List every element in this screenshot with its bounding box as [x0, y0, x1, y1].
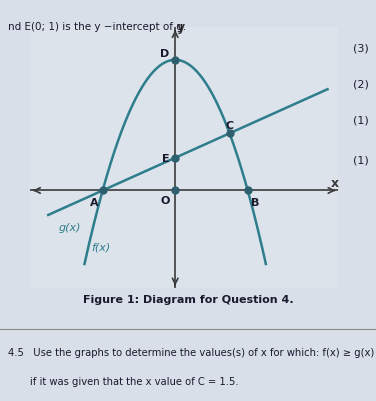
Text: (2): (2) — [353, 79, 369, 89]
Text: g(x): g(x) — [59, 222, 82, 232]
Text: (1): (1) — [353, 115, 369, 125]
Text: (3): (3) — [353, 43, 369, 53]
Text: x: x — [331, 176, 339, 189]
Text: Figure 1: Diagram for Question 4.: Figure 1: Diagram for Question 4. — [83, 295, 293, 305]
Text: E: E — [162, 154, 170, 163]
Text: B: B — [251, 198, 260, 207]
Text: if it was given that the x value of C = 1.5.: if it was given that the x value of C = … — [8, 376, 238, 386]
Text: C: C — [225, 121, 233, 131]
Text: nd E(0; 1) is the y −intercept of g.: nd E(0; 1) is the y −intercept of g. — [8, 22, 186, 32]
Text: 4.5   Use the graphs to determine the values(s) of x for which: f(x) ≥ g(x): 4.5 Use the graphs to determine the valu… — [8, 347, 374, 357]
Text: D: D — [161, 49, 170, 59]
Text: (1): (1) — [353, 156, 369, 165]
Text: y: y — [177, 21, 185, 34]
Text: O: O — [160, 196, 170, 206]
Text: f(x): f(x) — [92, 242, 111, 251]
Text: A: A — [90, 198, 99, 207]
